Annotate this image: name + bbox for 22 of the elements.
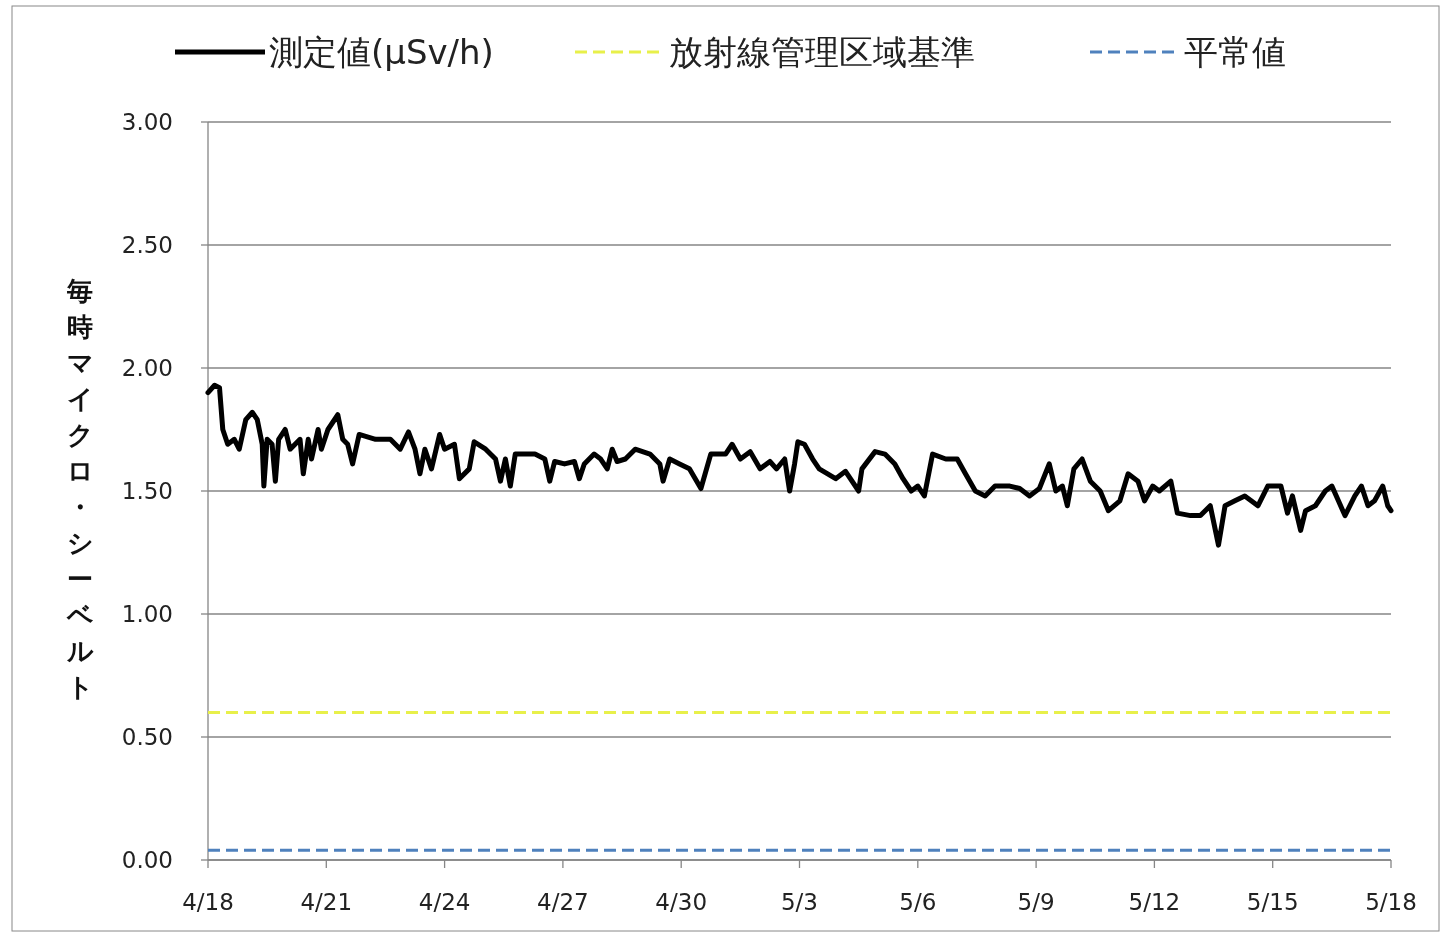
y-axis-title: 毎時マイクロ・シーベルト <box>66 276 94 702</box>
x-tick-label: 4/27 <box>537 889 589 915</box>
x-tick-label: 4/24 <box>418 889 471 915</box>
legend-label: 平常値 <box>1184 32 1286 72</box>
y-tick-label: 3.00 <box>121 109 173 135</box>
y-tick-label: 2.50 <box>121 232 173 258</box>
y-tick-label: 0.50 <box>121 724 173 750</box>
x-tick-label: 5/9 <box>1017 889 1055 915</box>
x-tick-label: 5/15 <box>1246 889 1299 915</box>
x-tick-label: 4/18 <box>182 889 234 915</box>
x-tick-label: 5/18 <box>1365 889 1417 915</box>
x-tick-label: 5/12 <box>1128 889 1181 915</box>
x-tick-label: 5/3 <box>780 889 819 915</box>
legend-label: 放射線管理区域基準 <box>669 32 975 72</box>
x-tick-label: 4/30 <box>655 889 708 915</box>
y-tick-label: 0.00 <box>121 847 173 873</box>
y-tick-label: 1.00 <box>121 601 173 627</box>
legend-label: 測定値(µSv/h) <box>269 32 494 72</box>
y-tick-label: 1.50 <box>121 478 173 504</box>
x-tick-label: 4/21 <box>300 889 353 915</box>
x-tick-label: 5/6 <box>899 889 937 915</box>
y-tick-label: 2.00 <box>121 355 173 381</box>
